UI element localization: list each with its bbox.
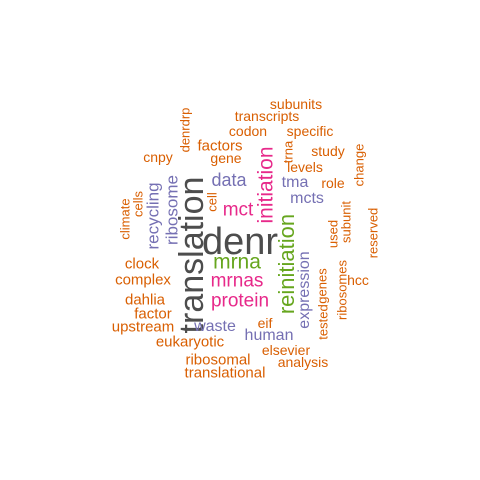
word-ribosomes: ribosomes <box>334 260 350 320</box>
word-initiation: initiation <box>254 146 278 224</box>
word-analysis: analysis <box>277 354 329 370</box>
word-trna: trna <box>280 140 296 164</box>
word-mct: mct <box>222 199 254 221</box>
word-cells: cells <box>130 190 146 218</box>
word-climate: climate <box>117 198 133 240</box>
word-tma: tma <box>281 174 309 191</box>
word-role: role <box>321 175 345 191</box>
word-denr: denr <box>201 221 279 263</box>
word-mcts: mcts <box>290 190 324 207</box>
word-reserved: reserved <box>365 207 381 259</box>
word-recycling: recycling <box>143 182 163 250</box>
word-study: study <box>311 143 345 159</box>
word-expression: expression <box>296 251 313 329</box>
word-factor: factor <box>134 305 172 323</box>
word-waste: waste <box>194 318 236 335</box>
word-eukaryotic: eukaryotic <box>155 333 225 351</box>
word-gene: gene <box>210 150 242 166</box>
word-specific: specific <box>286 123 334 139</box>
word-ribosome: ribosome <box>162 175 182 245</box>
word-change: change <box>351 143 367 187</box>
word-elsevier: elsevier <box>261 342 311 358</box>
word-mrnas: mrnas <box>210 270 264 292</box>
word-codon: codon <box>228 123 268 139</box>
word-cell: cell <box>204 192 220 212</box>
word-mrna: mrna <box>213 250 261 274</box>
word-complex: complex <box>115 271 171 289</box>
word-used: used <box>325 219 341 249</box>
word-translational: translational <box>184 364 266 382</box>
word-subunit: subunit <box>338 201 354 243</box>
word-human: human <box>244 327 294 344</box>
word-eif: eif <box>257 315 273 331</box>
word-clock: clock <box>124 255 160 273</box>
word-hcc: hcc <box>347 272 369 288</box>
word-data: data <box>211 170 247 190</box>
word-protein: protein <box>210 290 270 312</box>
word-subunits: subunits <box>269 96 323 112</box>
word-tested: tested <box>315 304 331 340</box>
word-dahlia: dahlia <box>124 291 166 309</box>
word-denrdrp: denrdrp <box>177 107 193 153</box>
word-transcripts: transcripts <box>234 108 300 124</box>
word-factors: factors <box>197 137 243 155</box>
word-levels: levels <box>287 159 323 175</box>
word-cnpy: cnpy <box>143 149 173 165</box>
word-upstream: upstream <box>111 318 175 336</box>
word-ribosomal: ribosomal <box>185 351 251 369</box>
word-reinitiation: reinitiation <box>274 213 299 315</box>
word-genes: genes <box>314 268 330 304</box>
